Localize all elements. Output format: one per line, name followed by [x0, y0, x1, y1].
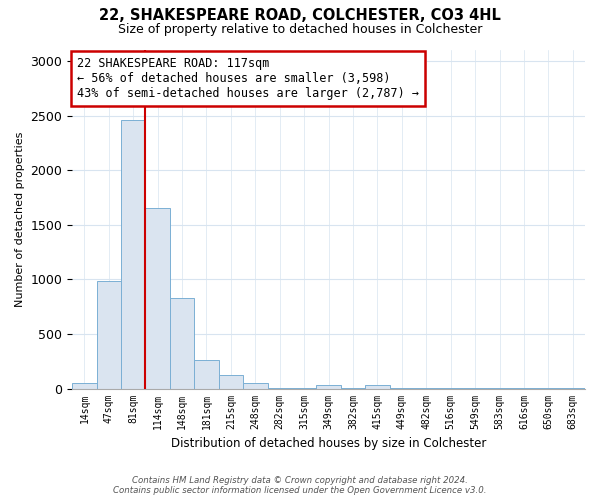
Bar [97, 281, 121, 388]
Bar [194, 360, 218, 388]
Bar [218, 375, 243, 388]
Bar [145, 208, 170, 388]
Bar [72, 382, 97, 388]
Text: Size of property relative to detached houses in Colchester: Size of property relative to detached ho… [118, 22, 482, 36]
Bar [170, 298, 194, 388]
Y-axis label: Number of detached properties: Number of detached properties [15, 132, 25, 307]
Bar [316, 384, 341, 388]
Text: 22 SHAKESPEARE ROAD: 117sqm
← 56% of detached houses are smaller (3,598)
43% of : 22 SHAKESPEARE ROAD: 117sqm ← 56% of det… [77, 57, 419, 100]
X-axis label: Distribution of detached houses by size in Colchester: Distribution of detached houses by size … [171, 437, 486, 450]
Text: Contains HM Land Registry data © Crown copyright and database right 2024.
Contai: Contains HM Land Registry data © Crown c… [113, 476, 487, 495]
Bar [121, 120, 145, 388]
Bar [365, 386, 389, 388]
Text: 22, SHAKESPEARE ROAD, COLCHESTER, CO3 4HL: 22, SHAKESPEARE ROAD, COLCHESTER, CO3 4H… [99, 8, 501, 22]
Bar [243, 382, 268, 388]
